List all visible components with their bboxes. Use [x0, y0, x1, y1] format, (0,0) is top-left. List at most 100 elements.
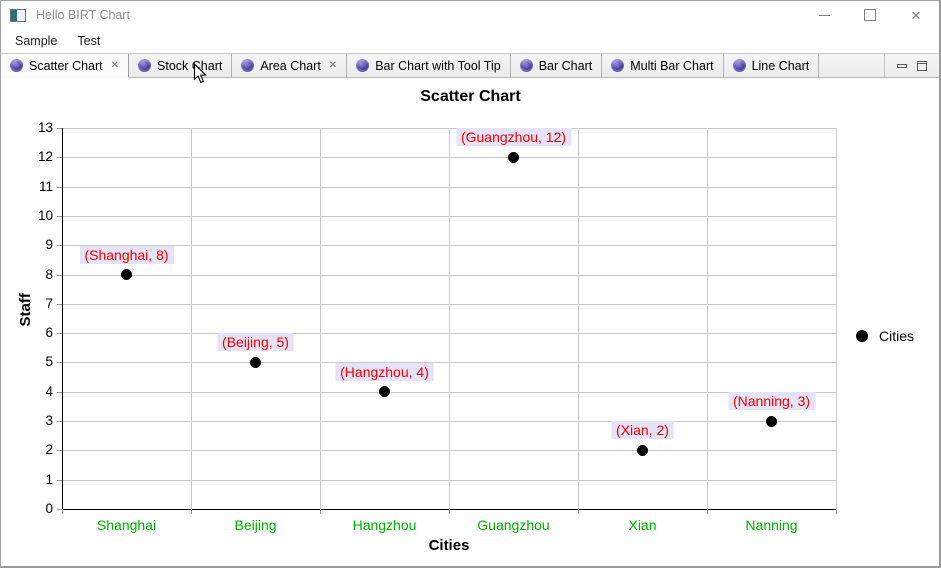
gridline-vertical [707, 128, 708, 509]
y-axis-tick-label: 0 [45, 501, 53, 516]
x-axis-tick [320, 509, 321, 514]
gridline-vertical [320, 128, 321, 509]
y-axis-tick [57, 421, 62, 423]
view-maximize-icon[interactable] [917, 60, 927, 71]
tab-label: Multi Bar Chart [630, 58, 714, 73]
tab-label: Scatter Chart [29, 58, 103, 73]
window-title: Hello BIRT Chart [36, 8, 131, 22]
x-axis-category-label: Beijing [234, 517, 277, 533]
gridline-vertical [578, 128, 579, 509]
close-button[interactable]: ✕ [893, 1, 939, 29]
legend: Cities [856, 328, 914, 344]
chart-sphere-icon [611, 59, 625, 72]
data-point [766, 415, 777, 427]
data-point [508, 151, 519, 163]
x-axis-tick [836, 509, 837, 514]
data-point-label: (Hangzhou, 4) [335, 362, 434, 381]
tab-bar-chart[interactable]: Bar Chart [511, 54, 603, 77]
y-axis-tick [57, 157, 62, 159]
tab-label: Area Chart [260, 58, 321, 73]
view-minimize-icon[interactable] [897, 63, 907, 68]
tab-label: Line Chart [751, 58, 810, 73]
chart-sphere-icon [241, 59, 255, 72]
minimize-icon [818, 14, 830, 16]
x-axis-tick [578, 509, 579, 514]
y-axis-tick [57, 245, 62, 247]
y-axis-tick-label: 5 [45, 354, 53, 370]
x-axis-category-label: Xian [628, 517, 657, 533]
y-axis-tick [57, 509, 62, 510]
data-point-label: (Nanning, 3) [727, 392, 816, 411]
menu-sample[interactable]: Sample [15, 34, 58, 48]
tab-bar-chart-with-tool-tip[interactable]: Bar Chart with Tool Tip [347, 54, 511, 77]
y-axis-tick [57, 450, 62, 452]
y-axis-tick [57, 128, 62, 129]
data-point [121, 269, 132, 281]
y-axis-tick [57, 391, 62, 393]
y-axis-tick [57, 333, 62, 335]
y-axis-tick [57, 215, 62, 217]
tab-area-chart[interactable]: Area Chart ✕ [232, 54, 348, 77]
tab-label: Stock Chart [157, 58, 223, 73]
mouse-cursor-icon [193, 62, 208, 90]
data-point-label: (Shanghai, 8) [79, 245, 174, 264]
x-axis-category-label: Shanghai [96, 517, 157, 533]
x-axis-tick [707, 509, 708, 514]
maximize-button[interactable] [847, 1, 893, 29]
chart-title: Scatter Chart [420, 88, 521, 105]
tab-stock-chart[interactable]: Stock Chart [129, 54, 233, 77]
tab-line-chart[interactable]: Line Chart [724, 54, 820, 77]
tab-close-icon[interactable]: ✕ [328, 60, 338, 71]
close-icon: ✕ [910, 7, 922, 23]
tab-multi-bar-chart[interactable]: Multi Bar Chart [602, 54, 724, 77]
menu-test[interactable]: Test [77, 34, 101, 48]
gridline-vertical [191, 128, 192, 509]
y-axis-line [62, 128, 63, 510]
x-axis-tick [449, 509, 450, 514]
app-window-icon [10, 8, 26, 22]
x-axis-category-label: Guangzhou [477, 517, 550, 533]
y-axis-tick-label: 7 [45, 295, 53, 311]
minimize-button[interactable] [801, 1, 847, 29]
x-axis-title: Cities [428, 537, 470, 554]
y-axis-tick-label: 4 [45, 383, 53, 399]
chart-sphere-icon [138, 59, 152, 72]
x-axis-category-label: Hangzhou [352, 517, 417, 533]
tab-close-icon[interactable]: ✕ [110, 60, 120, 71]
data-point-label: (Guangzhou, 12) [455, 128, 572, 147]
legend-marker-circle-icon [856, 330, 868, 342]
tab-scatter-chart[interactable]: Scatter Chart ✕ [1, 54, 130, 78]
y-axis-tick [57, 362, 62, 364]
gridline-vertical [449, 128, 450, 509]
legend-label: Cities [879, 328, 915, 344]
x-axis-tick [191, 509, 192, 514]
tab-label: Bar Chart with Tool Tip [375, 58, 501, 73]
chart-sphere-icon [10, 59, 23, 72]
gridline-vertical [836, 128, 837, 509]
y-axis-tick-label: 2 [45, 442, 53, 458]
tab-label: Bar Chart [538, 58, 593, 73]
tabfolder-buttons [884, 54, 939, 77]
y-axis-tick-label: 1 [45, 471, 53, 487]
menu-bar: Sample Test [1, 29, 939, 53]
y-axis-tick-label: 10 [37, 207, 53, 223]
title-bar: Hello BIRT Chart ✕ [1, 1, 939, 29]
data-point-label: (Xian, 2) [611, 421, 674, 440]
maximize-icon [864, 9, 876, 21]
chart-sphere-icon [519, 59, 533, 72]
data-point [379, 386, 390, 398]
y-axis-tick-label: 11 [38, 178, 53, 194]
y-axis-tick-label: 8 [45, 266, 53, 282]
data-point-label: (Beijing, 5) [217, 333, 294, 352]
chart-sphere-icon [732, 59, 746, 72]
x-axis-tick [62, 509, 63, 514]
y-axis-tick [57, 186, 62, 188]
tab-bar: Scatter Chart ✕ Stock Chart Area Chart ✕… [1, 53, 939, 78]
y-axis-tick-label: 3 [45, 413, 53, 429]
y-axis-tick [57, 303, 62, 305]
y-axis-tick [57, 274, 62, 276]
chart-sphere-icon [356, 59, 370, 72]
y-axis-tick [57, 479, 62, 481]
